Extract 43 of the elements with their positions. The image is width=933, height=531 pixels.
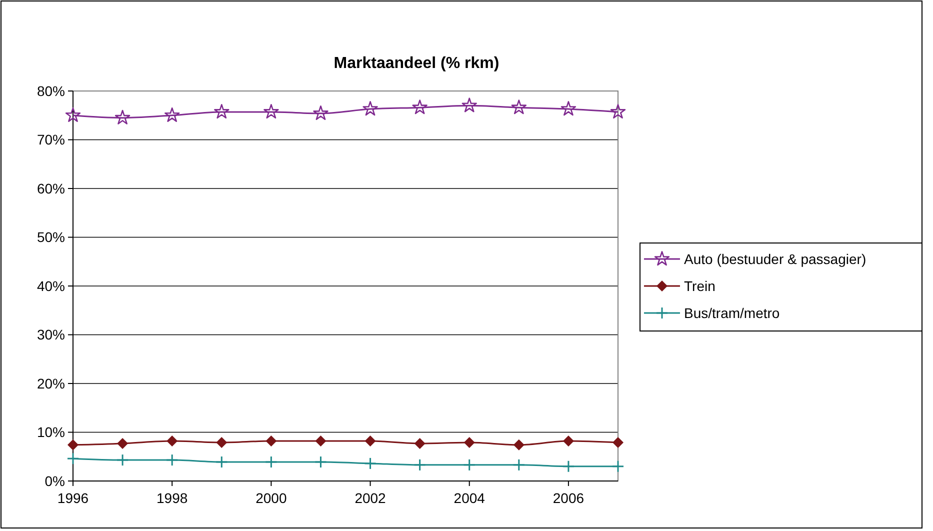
point — [114, 110, 130, 124]
point — [464, 436, 475, 448]
point — [264, 104, 279, 119]
point — [562, 436, 574, 447]
y-tick-label: 50% — [36, 229, 65, 246]
y-tick-label: 20% — [36, 375, 65, 392]
point — [166, 436, 178, 447]
point — [315, 436, 326, 447]
point — [364, 436, 376, 447]
point — [362, 101, 378, 116]
x-tick-label: 1996 — [57, 490, 89, 506]
y-tick-label: 80% — [36, 82, 65, 99]
point — [610, 104, 626, 119]
legend-label: Bus/tram/metro — [684, 304, 780, 321]
chart-title: Marktaandeel (% rkm) — [334, 55, 500, 72]
x-tick-label: 2002 — [354, 490, 386, 506]
point — [164, 107, 180, 122]
y-tick-label: 30% — [36, 326, 65, 343]
y-tick-label: 70% — [36, 132, 65, 148]
y-tick-label: 60% — [36, 180, 65, 196]
x-tick-label: 2004 — [454, 490, 486, 506]
point — [65, 107, 81, 122]
point — [214, 104, 230, 119]
point — [412, 100, 428, 114]
x-tick-label: 2000 — [256, 490, 287, 506]
legend-label: Trein — [684, 278, 716, 294]
y-tick-label: 10% — [36, 424, 65, 440]
point — [414, 438, 426, 449]
x-tick-label: 1998 — [156, 490, 188, 506]
point — [313, 105, 328, 120]
point — [462, 98, 477, 112]
legend-label: Auto (bestuuder & passagier) — [684, 250, 866, 267]
point — [612, 436, 624, 448]
y-tick-label: 0% — [44, 472, 65, 489]
x-tick-label: 2006 — [552, 490, 584, 506]
point — [216, 436, 228, 448]
point — [560, 101, 576, 116]
point — [68, 439, 78, 450]
point — [511, 100, 527, 114]
point — [117, 438, 128, 449]
point — [266, 436, 277, 447]
y-tick-label: 40% — [36, 278, 65, 294]
point — [513, 439, 524, 450]
